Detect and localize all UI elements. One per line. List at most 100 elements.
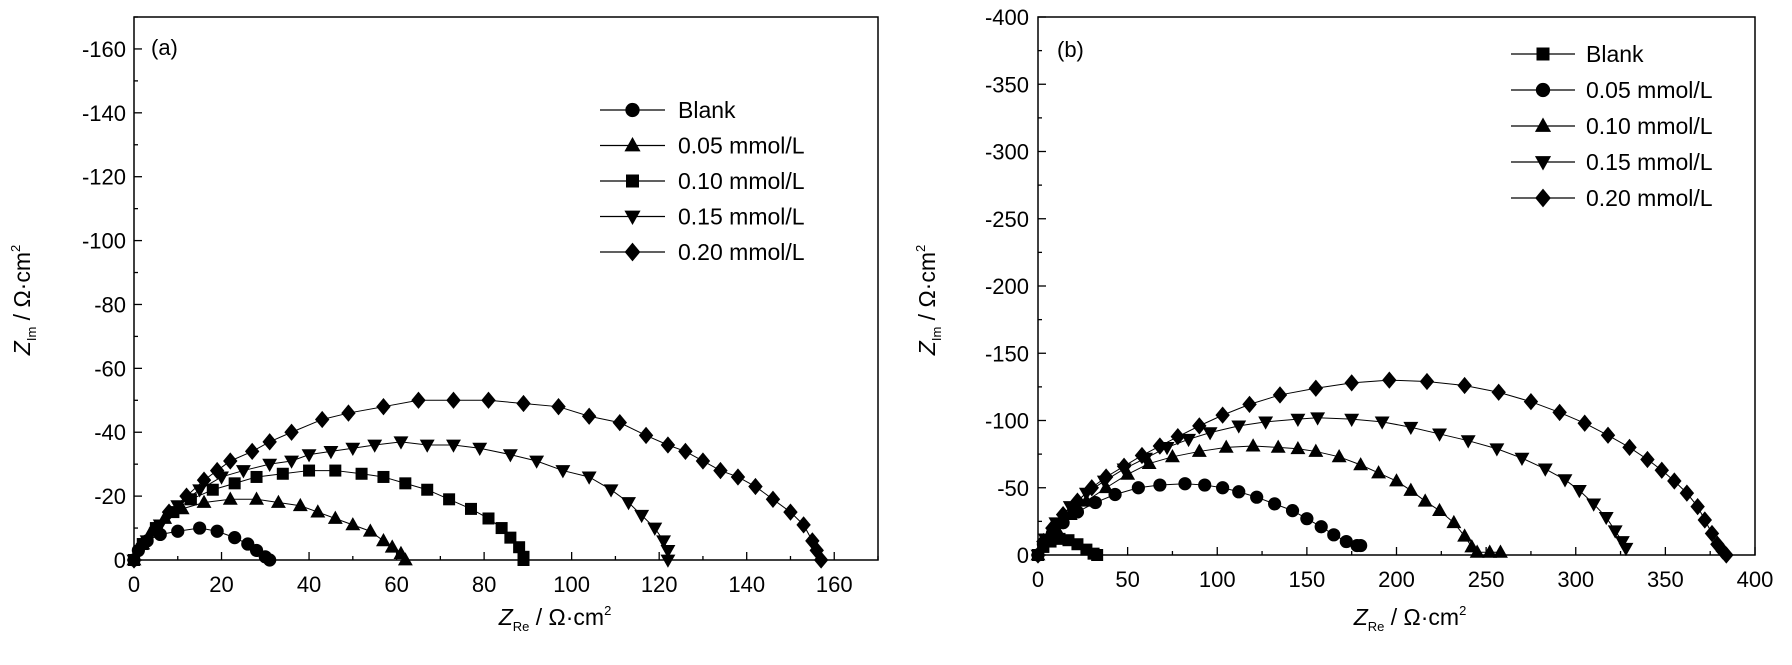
data-point bbox=[1290, 413, 1306, 427]
data-point bbox=[1417, 493, 1433, 507]
y-tick-label: -60 bbox=[94, 356, 126, 381]
data-point bbox=[446, 439, 461, 453]
data-point bbox=[660, 554, 676, 568]
data-point bbox=[310, 504, 326, 518]
x-tick-label: 40 bbox=[297, 572, 321, 597]
y-axis-title-main: Z bbox=[9, 340, 35, 356]
data-point bbox=[495, 522, 508, 535]
y-tick-label: -140 bbox=[82, 101, 126, 126]
legend-marker-triangle-up bbox=[1534, 117, 1552, 132]
data-point bbox=[603, 484, 619, 498]
data-point bbox=[171, 524, 185, 538]
legend-label: Blank bbox=[1586, 41, 1644, 67]
x-axis-title-unit: / Ω·cm bbox=[1384, 604, 1459, 630]
data-point bbox=[1344, 374, 1359, 392]
data-point bbox=[421, 483, 434, 496]
data-point bbox=[196, 471, 212, 489]
data-point bbox=[1446, 514, 1462, 529]
x-tick-label: 60 bbox=[384, 572, 408, 597]
data-point bbox=[748, 477, 763, 496]
data-point bbox=[1690, 497, 1705, 516]
y-tick-label: -100 bbox=[82, 229, 126, 254]
x-tick-label: 20 bbox=[209, 572, 233, 597]
data-point bbox=[1216, 481, 1230, 495]
data-point bbox=[730, 468, 746, 486]
data-point bbox=[1232, 485, 1246, 499]
data-point bbox=[555, 465, 571, 479]
data-point bbox=[170, 500, 186, 514]
data-point bbox=[513, 541, 526, 554]
data-point bbox=[529, 455, 545, 469]
data-point bbox=[796, 516, 811, 534]
data-point bbox=[516, 394, 531, 413]
data-point bbox=[276, 467, 289, 480]
data-point bbox=[301, 449, 317, 463]
data-point bbox=[1218, 439, 1234, 453]
data-point bbox=[1178, 477, 1192, 491]
legend-marker-circle bbox=[625, 102, 640, 118]
data-point bbox=[397, 552, 413, 566]
data-point bbox=[193, 521, 207, 535]
data-point bbox=[399, 477, 412, 490]
y-tick-label: -20 bbox=[94, 484, 126, 509]
legend-marker-triangle-up bbox=[624, 137, 641, 152]
y-axis-title-unit: / Ω·cm bbox=[9, 252, 35, 327]
data-point bbox=[660, 545, 676, 559]
y-axis-title-sub: Im bbox=[929, 327, 944, 341]
legend-item: 0.20 mmol/L bbox=[1511, 185, 1713, 211]
data-point bbox=[1557, 474, 1573, 488]
legend-item: 0.10 mmol/L bbox=[600, 168, 805, 194]
x-tick-label: 100 bbox=[553, 572, 590, 597]
data-point bbox=[678, 442, 693, 461]
data-point bbox=[638, 426, 654, 445]
data-point bbox=[660, 436, 676, 454]
data-point bbox=[1152, 437, 1168, 455]
data-point bbox=[612, 414, 627, 432]
y-tick-label: -50 bbox=[997, 476, 1029, 501]
data-point bbox=[228, 531, 242, 545]
legend-label: 0.10 mmol/L bbox=[678, 168, 805, 194]
data-point bbox=[1491, 383, 1506, 401]
data-point bbox=[1667, 472, 1682, 490]
data-point bbox=[1202, 427, 1218, 441]
data-point bbox=[621, 497, 636, 511]
data-point bbox=[1153, 478, 1167, 492]
data-point bbox=[695, 452, 711, 470]
legend-item: 0.10 mmol/L bbox=[1511, 113, 1713, 139]
data-point bbox=[1403, 482, 1419, 496]
data-point bbox=[1055, 506, 1071, 524]
y-tick-label: -80 bbox=[94, 292, 126, 317]
data-point bbox=[1344, 413, 1360, 427]
data-point bbox=[1371, 465, 1387, 479]
x-tick-label: 350 bbox=[1647, 567, 1684, 592]
data-point bbox=[1134, 446, 1150, 465]
data-point bbox=[135, 535, 150, 553]
data-point bbox=[1571, 485, 1587, 499]
data-point bbox=[1577, 414, 1592, 432]
y-tick-label: 0 bbox=[1017, 543, 1029, 568]
data-point bbox=[1419, 372, 1435, 391]
data-point bbox=[1258, 416, 1274, 430]
chart-panel-b: 0 50 100 150 200 250 300 350 400 0 -50 -100 -150 -200… bbox=[913, 5, 1773, 634]
data-point bbox=[327, 510, 343, 524]
data-point bbox=[1607, 525, 1623, 539]
data-point bbox=[1374, 416, 1390, 430]
data-point bbox=[222, 491, 238, 505]
y-tick-label: -150 bbox=[985, 341, 1029, 366]
series-3 bbox=[126, 436, 676, 568]
data-point bbox=[1679, 484, 1695, 502]
data-point bbox=[1030, 546, 1046, 564]
x-tick-label: 120 bbox=[641, 572, 678, 597]
data-point bbox=[1457, 376, 1472, 395]
y-tick-label: -400 bbox=[985, 5, 1029, 30]
series-line bbox=[133, 441, 669, 561]
series-line bbox=[133, 399, 822, 561]
data-point bbox=[1191, 443, 1207, 457]
data-point bbox=[647, 522, 663, 536]
data-point bbox=[303, 464, 316, 477]
x-tick-label: 300 bbox=[1557, 567, 1594, 592]
data-point bbox=[126, 551, 142, 569]
data-point bbox=[1460, 435, 1476, 449]
data-point bbox=[1070, 492, 1085, 510]
data-point bbox=[1268, 497, 1282, 511]
